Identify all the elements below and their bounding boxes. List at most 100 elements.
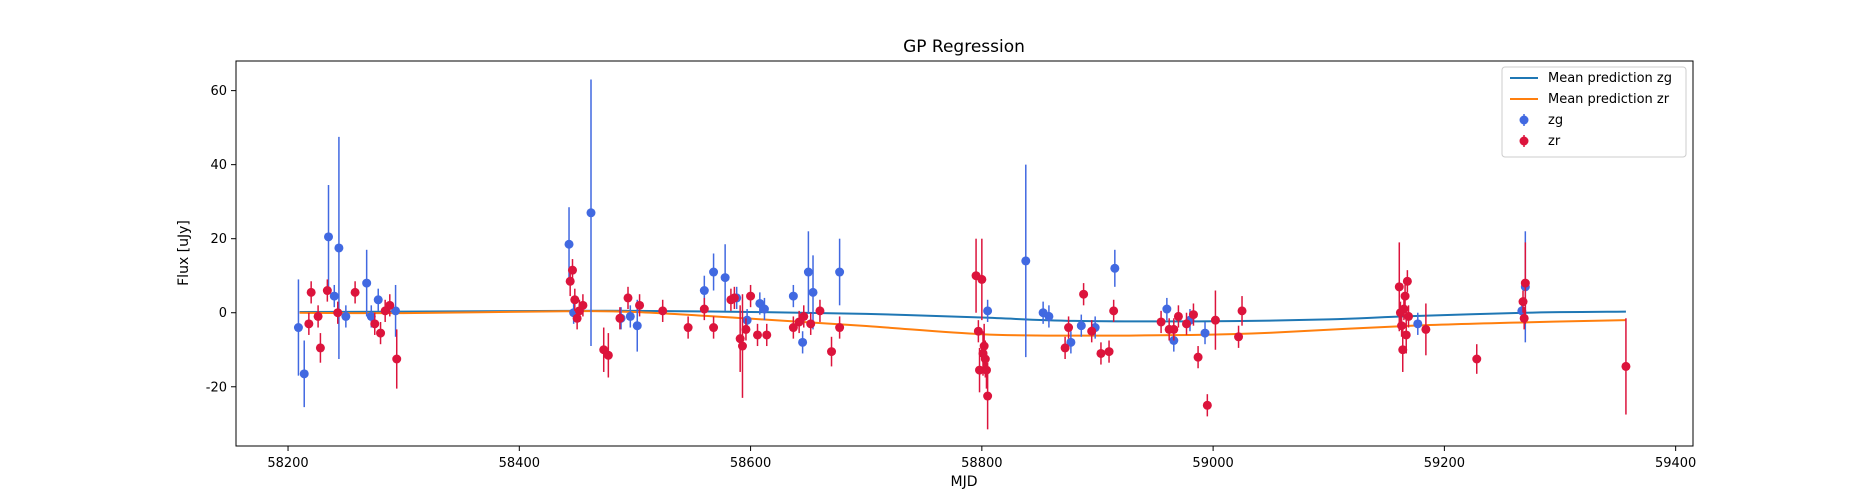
- marker-zr: [746, 291, 756, 301]
- data-point-zr: [1401, 316, 1411, 354]
- data-point-zr: [799, 305, 809, 328]
- marker-zr: [1188, 310, 1198, 320]
- marker-zr: [1173, 311, 1183, 321]
- y-tick-label: 60: [210, 84, 227, 99]
- marker-zg: [1162, 304, 1172, 314]
- marker-zg: [709, 267, 719, 277]
- data-point-zr: [729, 286, 739, 310]
- marker-zr: [1193, 352, 1203, 362]
- data-point-zg: [1076, 314, 1086, 337]
- marker-zr: [1202, 400, 1212, 410]
- marker-zr: [1520, 278, 1530, 288]
- marker-zr: [788, 323, 798, 333]
- marker-zr: [1421, 324, 1431, 334]
- marker-zr: [1237, 306, 1247, 316]
- data-point-zg: [334, 136, 344, 360]
- marker-zr: [658, 306, 668, 316]
- data-point-zg: [586, 79, 596, 347]
- data-point-zg: [803, 231, 813, 313]
- marker-zr: [815, 306, 825, 316]
- data-point-zr: [753, 323, 763, 347]
- marker-zr: [322, 286, 332, 296]
- marker-zr: [1519, 313, 1529, 323]
- data-point-zr: [304, 312, 314, 335]
- data-point-zr: [385, 294, 395, 317]
- marker-zr: [615, 313, 625, 323]
- marker-zg: [391, 306, 401, 316]
- marker-zr: [1064, 323, 1074, 333]
- data-point-zg: [362, 249, 372, 317]
- data-point-zg: [798, 331, 808, 354]
- marker-zr: [385, 300, 395, 310]
- data-point-zr: [370, 312, 380, 335]
- data-point-zr: [806, 312, 816, 335]
- y-tick-label: -20: [206, 380, 227, 395]
- marker-zr: [762, 330, 772, 340]
- data-point-zr: [1400, 284, 1410, 308]
- data-point-zr: [973, 320, 983, 343]
- data-point-zg: [373, 288, 383, 311]
- marker-zr: [737, 341, 747, 351]
- data-point-zg: [1066, 331, 1076, 354]
- data-point-zr: [1520, 242, 1530, 324]
- marker-zg: [1110, 263, 1120, 273]
- legend-label-zr: zr: [1548, 134, 1561, 149]
- marker-zr: [392, 354, 402, 364]
- data-point-zr: [1087, 320, 1097, 343]
- marker-zg: [808, 287, 818, 297]
- marker-zg: [1066, 337, 1076, 347]
- marker-zg: [759, 304, 769, 314]
- data-point-zg: [1162, 297, 1172, 321]
- marker-zr: [1518, 297, 1528, 307]
- marker-zr: [1169, 324, 1179, 334]
- legend: Mean prediction zg Mean prediction zr zg…: [1501, 66, 1687, 158]
- data-point-zr: [709, 316, 719, 339]
- x-tick-label: 58200: [267, 456, 308, 471]
- marker-zr: [635, 300, 645, 310]
- marker-zr: [1400, 291, 1410, 301]
- data-point-zg: [835, 238, 845, 306]
- marker-zr: [979, 341, 989, 351]
- marker-zg: [341, 311, 351, 321]
- marker-zg: [788, 291, 798, 301]
- data-point-zr: [615, 307, 625, 330]
- data-point-zr: [699, 297, 709, 321]
- data-point-zg: [1200, 321, 1210, 345]
- marker-zr: [799, 311, 809, 321]
- data-point-zr: [350, 281, 360, 304]
- marker-zg: [720, 273, 730, 283]
- marker-zr: [753, 330, 763, 340]
- marker-zr: [315, 343, 325, 353]
- data-point-zg: [341, 305, 351, 328]
- data-point-zr: [1621, 318, 1631, 415]
- marker-zr: [376, 328, 386, 338]
- marker-zg: [564, 239, 574, 249]
- marker-zr: [1087, 326, 1097, 336]
- marker-zr: [313, 311, 323, 321]
- marker-zr: [1394, 282, 1404, 292]
- marker-zg: [334, 243, 344, 253]
- marker-zg: [299, 369, 309, 379]
- marker-zg: [798, 337, 808, 347]
- marker-zg: [1413, 319, 1423, 329]
- x-tick-label: 58400: [499, 456, 540, 471]
- data-point-zr: [971, 238, 981, 313]
- marker-zg: [625, 311, 635, 321]
- data-point-zr: [1472, 344, 1482, 374]
- data-point-zg: [299, 340, 309, 408]
- x-tick-label: 58800: [961, 456, 1002, 471]
- data-point-zr: [1237, 296, 1247, 326]
- marker-zg: [1076, 321, 1086, 331]
- marker-zr: [977, 274, 987, 284]
- marker-zg: [632, 321, 642, 331]
- data-point-zr: [983, 362, 993, 430]
- marker-zg: [324, 232, 334, 242]
- marker-zr: [709, 323, 719, 333]
- marker-zr: [1109, 306, 1119, 316]
- data-point-zr: [570, 288, 580, 311]
- data-point-zg: [329, 284, 339, 308]
- marker-zr: [1182, 319, 1192, 329]
- data-point-zr: [1104, 340, 1114, 363]
- marker-zg: [362, 278, 372, 288]
- x-tick-label: 59400: [1655, 456, 1696, 471]
